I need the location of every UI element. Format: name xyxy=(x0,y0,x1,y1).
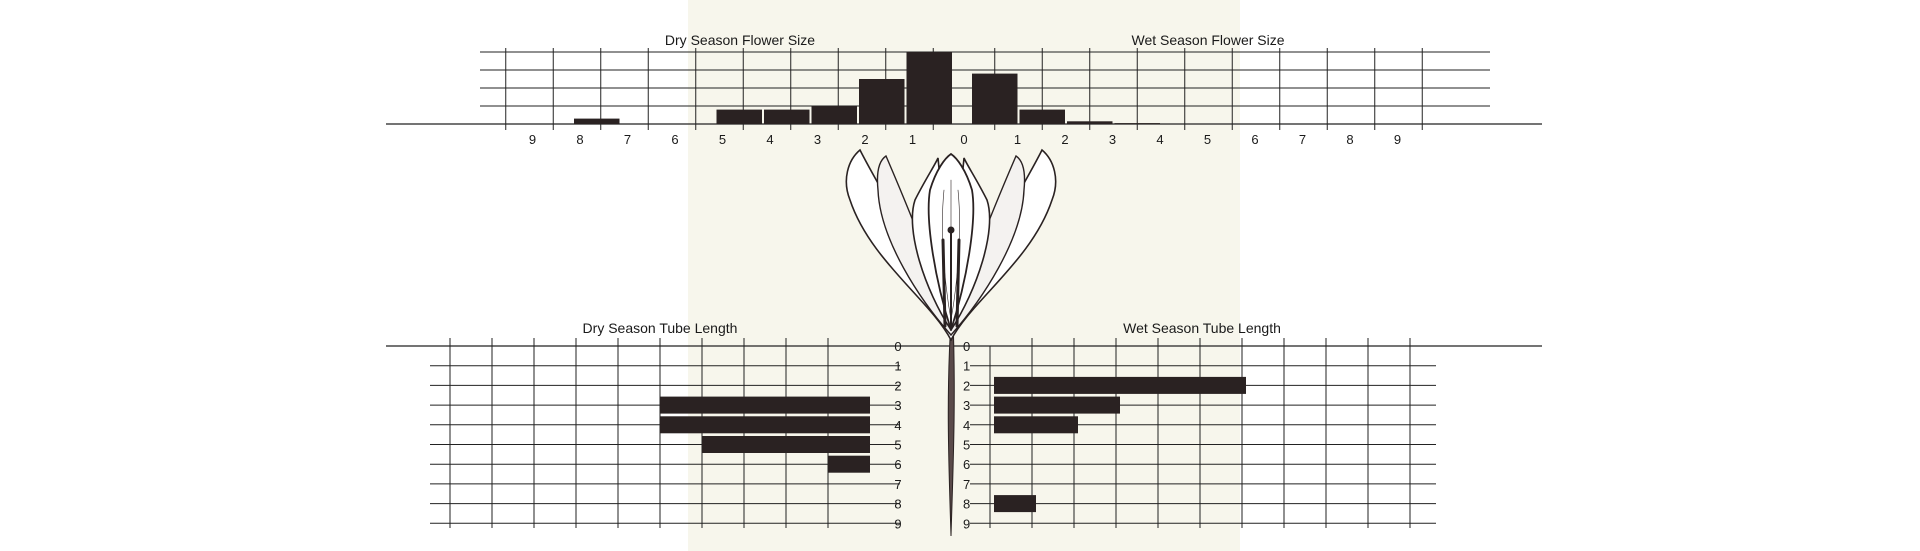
wet-tube-length-title: Wet Season Tube Length xyxy=(1123,320,1281,336)
dry-tube-length-tick-label: 3 xyxy=(894,398,901,413)
dry-flower-size-tick-label: 6 xyxy=(671,132,678,147)
wet-tube-length-tick-label: 7 xyxy=(963,477,970,492)
dry-flower-size-title: Dry Season Flower Size xyxy=(665,32,815,48)
dry-flower-size-tick-label: 2 xyxy=(861,132,868,147)
wet-tube-length-tick-label: 1 xyxy=(963,359,970,374)
wet-tube-length-tick-label: 9 xyxy=(963,516,970,531)
wet-flower-size-tick-label: 4 xyxy=(1156,132,1163,147)
wet-flower-size-tick-label: 1 xyxy=(1014,132,1021,147)
wet-flower-size-title: Wet Season Flower Size xyxy=(1131,32,1284,48)
dry-tube-length-tick-label: 0 xyxy=(894,339,901,354)
dry-tube-length-tick-label: 1 xyxy=(894,359,901,374)
dry-tube-length-bar xyxy=(702,436,870,453)
dry-flower-size-tick-label: 4 xyxy=(766,132,773,147)
dry-flower-size-tick-label: 7 xyxy=(624,132,631,147)
wet-tube-length-tick-label: 2 xyxy=(963,378,970,393)
wet-flower-size-tick-label: 9 xyxy=(1394,132,1401,147)
dry-tube-length-tick-label: 5 xyxy=(894,438,901,453)
dry-flower-size-tick-label: 8 xyxy=(576,132,583,147)
dry-flower-size-bar xyxy=(716,109,762,124)
dry-flower-size-bar xyxy=(764,109,810,124)
wet-tube-length-tick-label: 8 xyxy=(963,497,970,512)
wet-flower-size-bar xyxy=(972,73,1018,124)
dry-flower-size-tick-label: 9 xyxy=(529,132,536,147)
dry-flower-size-bar xyxy=(859,79,905,124)
dry-flower-size-bar xyxy=(906,52,952,124)
wet-tube-length-bar xyxy=(994,416,1078,434)
flower-icon xyxy=(845,148,1057,537)
wet-flower-size-tick-label: 7 xyxy=(1299,132,1306,147)
dry-tube-length-tick-label: 7 xyxy=(894,477,901,492)
wet-flower-size-tick-label: 2 xyxy=(1061,132,1068,147)
dry-tube-length-tick-label: 2 xyxy=(894,378,901,393)
wet-tube-length-bar xyxy=(994,396,1120,414)
wet-tube-length-tick-label: 4 xyxy=(963,418,970,433)
dry-tube-length-tick-label: 9 xyxy=(894,516,901,531)
wet-tube-length-tick-label: 0 xyxy=(963,339,970,354)
dry-tube-length-bar xyxy=(660,396,870,414)
wet-tube-length-bar xyxy=(994,495,1036,513)
wet-flower-size-tick-label: 3 xyxy=(1109,132,1116,147)
wet-tube-length-tick-label: 3 xyxy=(963,398,970,413)
dry-tube-length-tick-label: 8 xyxy=(894,497,901,512)
dry-flower-size-tick-label: 1 xyxy=(909,132,916,147)
wet-flower-size-bar xyxy=(1114,123,1160,124)
wet-tube-length-tick-label: 6 xyxy=(963,457,970,472)
dry-tube-length-bar xyxy=(828,455,870,473)
dry-tube-length-tick-label: 6 xyxy=(894,457,901,472)
wet-tube-length-bar xyxy=(994,376,1246,394)
wet-flower-size-bar xyxy=(1067,121,1113,124)
wet-flower-size-tick-label: 8 xyxy=(1346,132,1353,147)
chart-text: 9 8 7 6 5 4 3 2 1 1 2 3 4 5 6 7 8 9 0 Dry Season Flower Siz… xyxy=(529,32,1401,531)
wet-tube-length-tick-label: 5 xyxy=(963,438,970,453)
center-tick-label: 0 xyxy=(960,132,967,147)
chart-bars xyxy=(574,52,1246,513)
wet-flower-size-bar xyxy=(1019,109,1065,124)
dry-tube-length-bar xyxy=(660,416,870,434)
dry-flower-size-bar xyxy=(811,106,857,124)
dry-flower-size-bar xyxy=(574,118,620,124)
wet-flower-size-tick-label: 6 xyxy=(1251,132,1258,147)
wet-flower-size-tick-label: 5 xyxy=(1204,132,1211,147)
dry-tube-length-tick-label: 4 xyxy=(894,418,901,433)
dry-flower-size-tick-label: 3 xyxy=(814,132,821,147)
dry-flower-size-tick-label: 5 xyxy=(719,132,726,147)
dry-tube-length-title: Dry Season Tube Length xyxy=(583,320,738,336)
